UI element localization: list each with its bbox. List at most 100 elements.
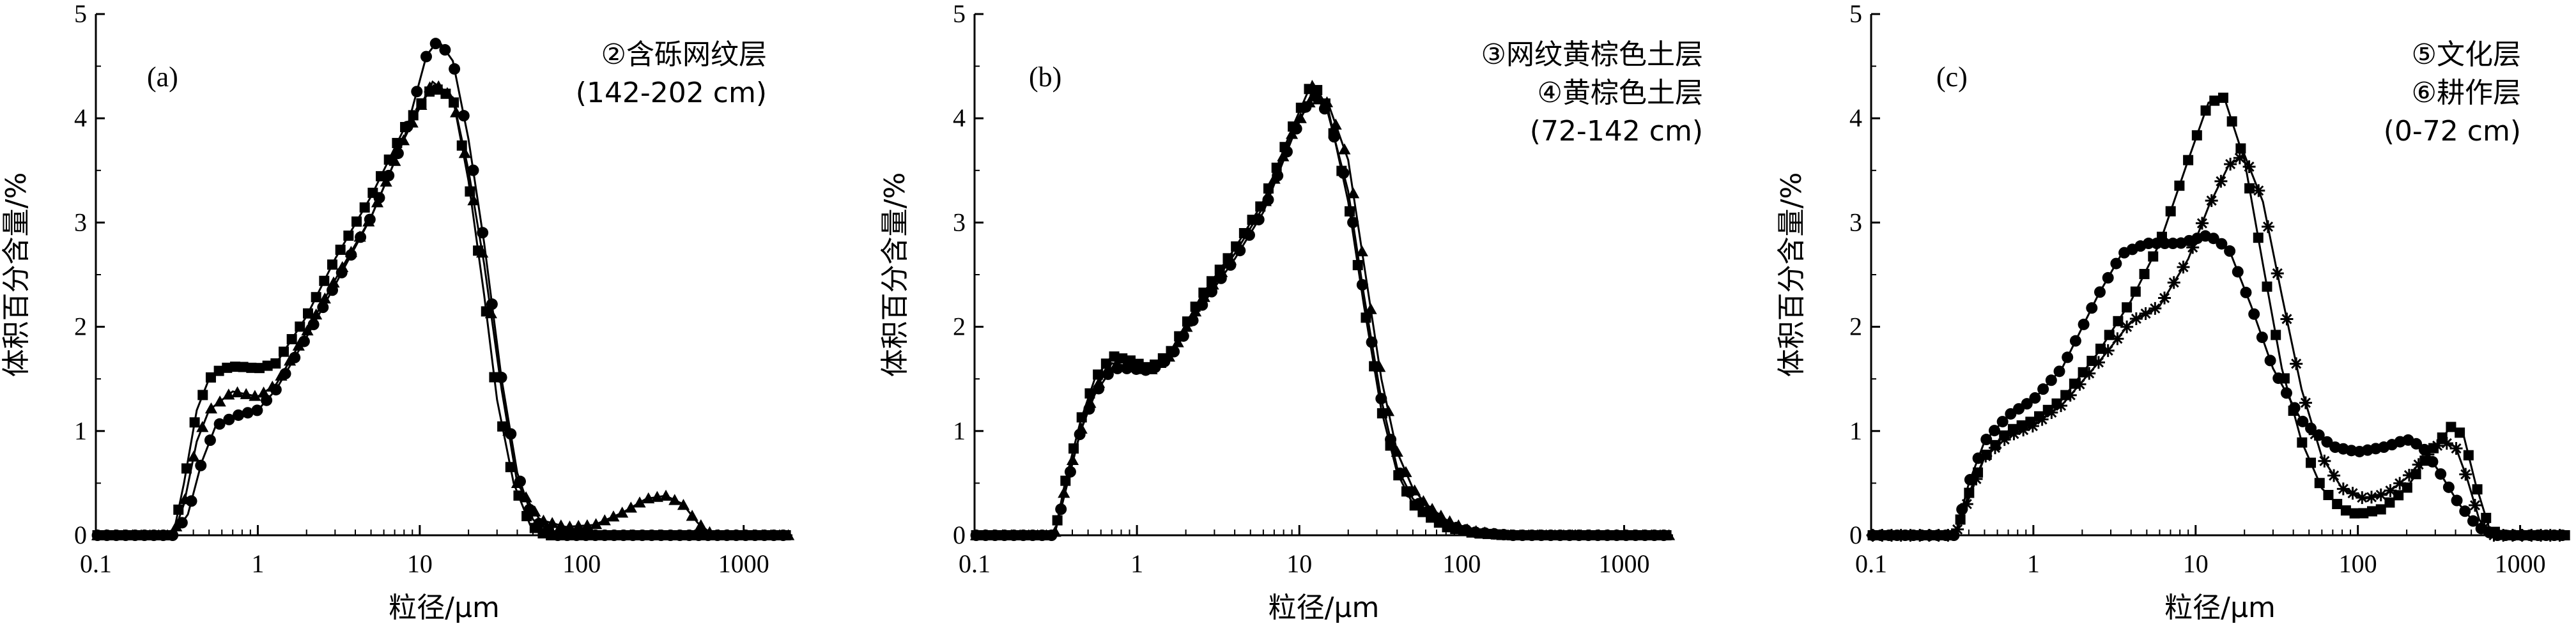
series-point	[441, 87, 454, 98]
series-point	[196, 421, 209, 432]
series-point	[2459, 468, 2472, 481]
series-point	[2393, 477, 2407, 490]
series-point	[1139, 364, 1152, 376]
series-point	[2113, 316, 2124, 326]
series-point	[617, 530, 629, 541]
series-point	[2244, 183, 2255, 194]
series-line	[1871, 234, 2569, 537]
series-point	[1610, 530, 1623, 541]
x-tick-label: 1	[2027, 549, 2040, 578]
series-point	[1394, 467, 1406, 479]
series-point	[2102, 271, 2114, 284]
series-point	[2158, 291, 2171, 305]
series-point	[222, 388, 235, 400]
series-point	[1497, 529, 1509, 541]
x-tick-label: 1	[251, 549, 264, 578]
series-point	[2358, 508, 2369, 519]
series-point	[120, 530, 132, 541]
series-point	[1224, 259, 1237, 271]
x-tick-label: 10	[1286, 549, 1312, 578]
series-point	[213, 395, 226, 407]
x-tick-label: 100	[2339, 549, 2377, 578]
series-point	[1347, 187, 1360, 199]
series-point	[170, 520, 183, 531]
series-point	[270, 384, 282, 396]
series-point	[355, 231, 367, 243]
x-tick-label: 10	[407, 549, 433, 578]
series-point	[240, 388, 252, 399]
series-point	[197, 390, 208, 400]
series-point	[2463, 450, 2474, 461]
series-point	[364, 213, 376, 225]
series-point	[278, 346, 289, 357]
series-point	[279, 368, 291, 380]
series-point	[319, 275, 330, 286]
series-point	[2073, 378, 2086, 391]
series-point	[1639, 530, 1651, 541]
series-point	[1177, 330, 1189, 342]
series-point	[91, 530, 104, 541]
series-point	[2435, 468, 2447, 480]
series-point	[1951, 522, 1964, 536]
y-tick-label: 3	[953, 208, 966, 236]
series-point	[2224, 245, 2236, 257]
series-point	[1998, 433, 2011, 446]
series-point	[1545, 530, 1557, 541]
series-point	[1554, 530, 1566, 541]
series-point	[1309, 90, 1322, 102]
x-tick-label: 1	[1130, 549, 1143, 578]
y-tick-label: 5	[953, 0, 966, 28]
series-point	[2083, 367, 2096, 380]
series-point	[2336, 482, 2350, 496]
annotation-line: ⑥耕作层	[2412, 77, 2521, 109]
y-tick-label: 3	[1849, 208, 1862, 236]
y-axis-title: 体积百分含量/%	[1775, 172, 1808, 378]
series-point	[589, 518, 603, 530]
series-point	[1573, 530, 1585, 541]
panel-label: (a)	[147, 61, 178, 93]
series-point	[1074, 429, 1086, 441]
series-point	[2467, 515, 2479, 527]
series-point	[2205, 194, 2218, 208]
series-point	[318, 292, 331, 304]
x-tick-label: 0.1	[959, 549, 991, 578]
series-point	[1168, 346, 1180, 358]
series-point	[311, 292, 321, 303]
series-point	[1441, 519, 1453, 531]
series-point	[563, 520, 576, 532]
series-point	[2037, 383, 2049, 395]
series-point	[1996, 416, 2009, 428]
series-point	[759, 530, 771, 541]
series-point	[1582, 530, 1594, 541]
series-point	[580, 530, 592, 541]
series-point	[1352, 260, 1363, 271]
series-point	[1658, 530, 1670, 541]
x-axis-title: 粒径/μm	[2164, 591, 2276, 624]
series-point	[185, 495, 197, 507]
series-point	[317, 301, 329, 314]
y-tick-label: 4	[953, 103, 966, 132]
series-point	[2402, 468, 2416, 482]
series-point	[2167, 276, 2180, 289]
annotation-line: (72-142 cm)	[1530, 115, 1703, 148]
series-point	[2063, 388, 2077, 402]
series-point	[2062, 351, 2074, 363]
series-point	[2318, 454, 2331, 468]
series-point	[1469, 526, 1481, 538]
series-point	[1243, 229, 1255, 241]
series-point	[659, 489, 672, 501]
series-point	[249, 390, 261, 401]
series-point	[307, 319, 320, 331]
series-point	[721, 530, 733, 541]
series-point	[2148, 301, 2162, 315]
series-point	[2481, 512, 2492, 523]
series-point	[642, 492, 655, 503]
series-point	[2026, 420, 2039, 433]
series-point	[572, 519, 585, 531]
y-tick-label: 0	[74, 521, 87, 549]
series-point	[2029, 392, 2041, 404]
x-tick-label: 100	[562, 549, 601, 578]
series-point	[392, 148, 404, 160]
x-tick-label: 100	[1442, 549, 1481, 578]
